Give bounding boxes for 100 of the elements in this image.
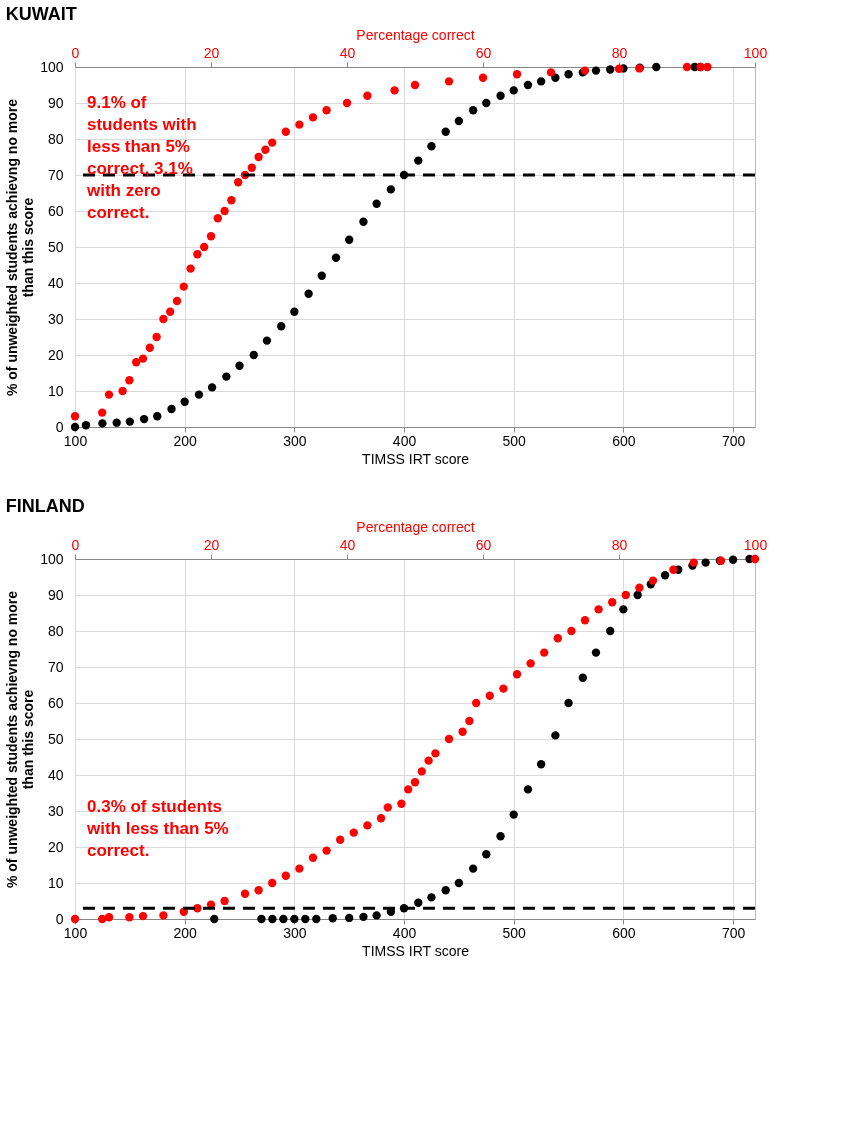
y-tick-label: 50: [47, 730, 64, 747]
point: [427, 893, 436, 902]
point: [414, 898, 423, 907]
point: [317, 271, 326, 280]
chart-title: FINLAND: [5, 496, 85, 516]
point: [153, 412, 162, 421]
point: [386, 185, 396, 194]
y-tick-label: 0: [55, 910, 64, 927]
point: [619, 605, 628, 614]
y-tick-label: 20: [47, 838, 64, 855]
point: [345, 913, 354, 923]
x-axis-title: TIMSS IRT score: [362, 450, 470, 467]
x-tick-label: 500: [502, 432, 527, 449]
y-axis-title: % of unweighted students achievng no more than this score: [4, 590, 37, 889]
y-tick-label: 40: [47, 766, 64, 783]
y-tick-label: 90: [47, 586, 64, 603]
point: [551, 731, 560, 740]
x-tick-label: 200: [173, 924, 198, 941]
point: [180, 397, 189, 406]
point: [312, 914, 321, 924]
y-tick-label: 0: [55, 418, 64, 435]
x-axis-title: TIMSS IRT score: [362, 942, 470, 959]
x2-tick-label: 0: [71, 536, 80, 553]
point: [290, 914, 299, 924]
y-tick-label: 70: [47, 658, 64, 675]
x-tick-label: 400: [392, 924, 417, 941]
x-tick-label: 300: [283, 432, 307, 449]
point: [482, 98, 491, 108]
point: [167, 404, 176, 414]
point: [509, 86, 518, 95]
x2-tick-label: 80: [611, 536, 628, 553]
point: [509, 810, 518, 819]
point: [660, 571, 670, 580]
chart-title: KUWAIT: [5, 4, 77, 24]
point: [257, 914, 266, 924]
point: [652, 62, 661, 72]
y-tick-label: 60: [47, 202, 64, 219]
x-tick-label: 600: [612, 924, 636, 941]
point: [139, 414, 149, 424]
point: [468, 864, 478, 873]
x2-tick-label: 20: [203, 44, 220, 61]
y-tick-label: 60: [47, 694, 64, 711]
point: [262, 336, 272, 345]
y-axis-title: % of unweighted students achievng no more than this score: [4, 98, 37, 397]
point: [331, 253, 341, 262]
annotation: 9.1% of students with less than 5% correct, 3.1% with zero correct.: [86, 93, 197, 222]
point: [372, 911, 381, 920]
point: [207, 383, 217, 392]
y-tick-label: 30: [47, 310, 64, 327]
point: [301, 914, 310, 924]
point: [304, 289, 313, 298]
y-tick-label: 10: [47, 382, 64, 399]
x2-tick-label: 40: [339, 44, 356, 61]
x-tick-label: 700: [721, 924, 746, 941]
x2-tick-label: 40: [339, 536, 356, 553]
x2-tick-label: 100: [743, 44, 768, 61]
x-tick-label: 700: [721, 432, 746, 449]
point: [536, 77, 546, 86]
y-tick-label: 20: [47, 346, 64, 363]
y-tick-label: 70: [47, 166, 64, 183]
point: [482, 850, 491, 859]
point: [125, 417, 135, 426]
point: [701, 558, 710, 567]
point: [345, 235, 354, 244]
x2-axis-title: Percentage correct: [356, 518, 475, 535]
point: [414, 156, 423, 165]
point: [523, 80, 533, 90]
x2-tick-label: 60: [475, 44, 492, 61]
point: [633, 590, 642, 600]
point: [536, 760, 546, 769]
point: [194, 390, 204, 399]
point: [268, 914, 277, 924]
point: [112, 418, 121, 427]
point: [606, 626, 615, 636]
point: [222, 372, 231, 381]
point: [210, 914, 219, 924]
x-tick-label: 600: [612, 432, 636, 449]
x2-tick-label: 100: [743, 536, 768, 553]
annotation: 0.3% of students with less than 5% correct.: [86, 797, 229, 860]
y-tick-label: 10: [47, 874, 64, 891]
x-tick-label: 300: [283, 924, 307, 941]
point: [606, 65, 615, 74]
point: [235, 361, 244, 370]
point: [591, 648, 601, 657]
point: [98, 419, 107, 428]
y-tick-label: 40: [47, 274, 64, 291]
point: [249, 350, 258, 360]
point: [81, 421, 91, 430]
point: [578, 673, 587, 682]
point: [454, 878, 464, 888]
x2-tick-label: 0: [71, 44, 80, 61]
point: [468, 106, 478, 115]
x-tick-label: 400: [392, 432, 417, 449]
point: [427, 142, 436, 151]
point: [496, 832, 505, 841]
point: [279, 914, 288, 924]
x-tick-label: 200: [173, 432, 198, 449]
x2-tick-label: 80: [611, 44, 628, 61]
point: [496, 91, 505, 100]
y-tick-label: 30: [47, 802, 64, 819]
